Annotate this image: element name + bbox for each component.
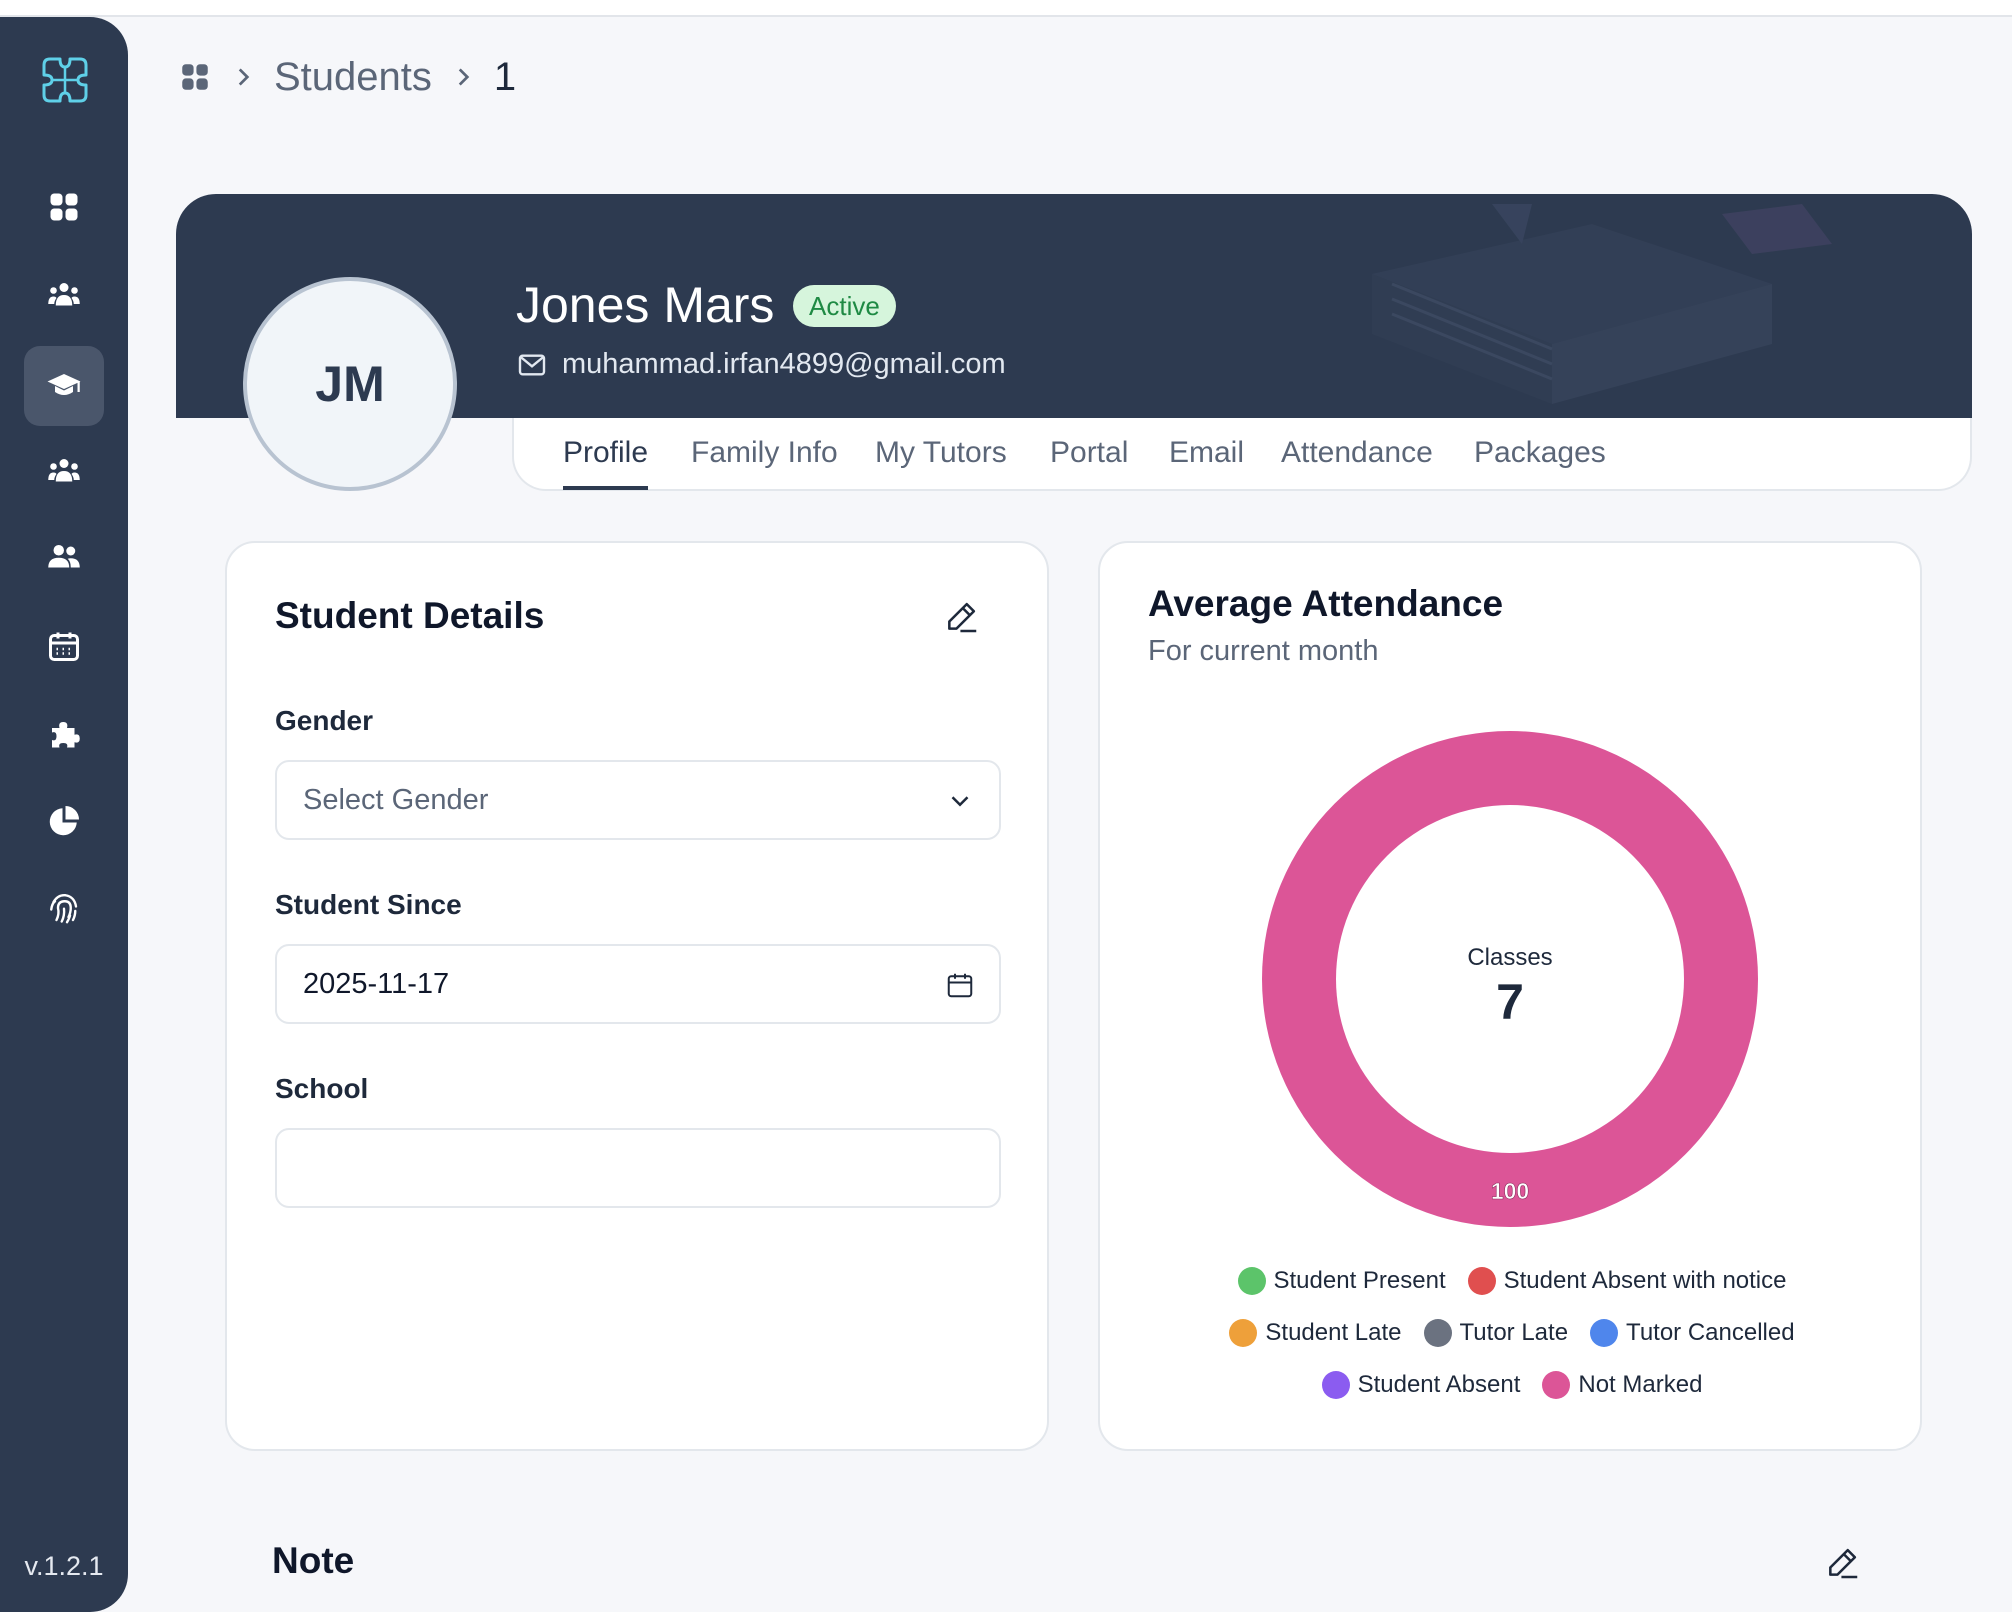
chevron-right-icon bbox=[458, 68, 470, 86]
legend-label: Student Present bbox=[1273, 1267, 1446, 1294]
edit-pencil-icon[interactable] bbox=[943, 597, 981, 635]
attendance-subtitle: For current month bbox=[1148, 635, 1379, 667]
breadcrumb-current: 1 bbox=[493, 54, 517, 99]
legend-dot bbox=[1229, 1319, 1258, 1347]
tab-portal[interactable]: Portal bbox=[1050, 436, 1129, 469]
legend-row: Student Late Tutor Late Tutor Cancelled bbox=[1100, 1319, 1924, 1347]
calendar-icon bbox=[49, 632, 79, 661]
legend-item-student-present[interactable]: Student Present bbox=[1237, 1267, 1446, 1295]
legend-dot bbox=[1542, 1371, 1571, 1399]
legend-item-student-absent[interactable]: Student Absent bbox=[1321, 1371, 1521, 1399]
legend-dot bbox=[1321, 1371, 1350, 1399]
sidebar-item-dashboard[interactable] bbox=[24, 167, 104, 247]
gender-select-value: Select Gender bbox=[303, 783, 489, 816]
attendance-card: Average Attendance For current month Cla… bbox=[1098, 541, 1922, 1451]
mail-icon bbox=[518, 353, 546, 376]
donut-hole bbox=[1336, 805, 1684, 1153]
legend-label: Student Absent with notice bbox=[1503, 1267, 1787, 1294]
student-since-date-input[interactable]: 2025-11-17 bbox=[275, 944, 1001, 1024]
legend-row: Student Present Student Absent with notic… bbox=[1100, 1267, 1924, 1295]
sidebar: v.1.2.1 bbox=[0, 17, 128, 1612]
sidebar-item-integrations[interactable] bbox=[24, 694, 104, 774]
gender-select[interactable]: Select Gender bbox=[275, 760, 1001, 840]
sidebar-item-reports[interactable] bbox=[24, 781, 104, 861]
legend-item-tutor-late[interactable]: Tutor Late bbox=[1423, 1319, 1569, 1347]
avatar-initials: JM bbox=[315, 356, 385, 412]
breadcrumb-students-link[interactable]: Students bbox=[274, 54, 432, 99]
calendar-icon[interactable] bbox=[945, 970, 975, 1000]
sidebar-item-students[interactable] bbox=[24, 346, 104, 426]
legend-dot bbox=[1467, 1267, 1496, 1295]
school-input[interactable] bbox=[275, 1128, 1001, 1208]
profile-banner bbox=[176, 194, 1972, 418]
student-name: Jones Mars bbox=[516, 277, 775, 333]
student-details-card: Student Details Gender Select Gender Stu… bbox=[225, 541, 1049, 1451]
legend-dot bbox=[1590, 1319, 1619, 1347]
sidebar-item-families[interactable] bbox=[24, 431, 104, 511]
donut-center-label: Classes bbox=[1467, 944, 1552, 971]
graduation-cap-icon bbox=[47, 374, 81, 395]
status-badge: Active bbox=[793, 285, 896, 327]
donut-data-label: 100 bbox=[1491, 1178, 1529, 1204]
student-email: muhammad.irfan4899@gmail.com bbox=[516, 348, 1006, 381]
attendance-title: Average Attendance bbox=[1148, 583, 1504, 624]
legend-item-student-late[interactable]: Student Late bbox=[1229, 1319, 1402, 1347]
users-icon bbox=[48, 545, 80, 568]
chevron-down-icon bbox=[951, 796, 969, 807]
legend-item-student-absent-with-notice[interactable]: Student Absent with notice bbox=[1467, 1267, 1787, 1295]
chevron-right-icon bbox=[238, 68, 250, 86]
email-text: muhammad.irfan4899@gmail.com bbox=[562, 348, 1006, 380]
legend-item-not-marked[interactable]: Not Marked bbox=[1542, 1371, 1702, 1399]
puzzle-icon bbox=[52, 722, 80, 748]
note-edit-pencil-icon[interactable] bbox=[1824, 1543, 1862, 1581]
tab-email[interactable]: Email bbox=[1169, 436, 1245, 469]
tab-my-tutors[interactable]: My Tutors bbox=[875, 436, 1007, 469]
grid-icon bbox=[50, 193, 78, 221]
student-since-value: 2025-11-17 bbox=[303, 967, 450, 1000]
legend-label: Tutor Late bbox=[1459, 1319, 1569, 1346]
books-illustration bbox=[1372, 204, 1832, 404]
gender-label: Gender bbox=[275, 705, 374, 736]
avatar: JM bbox=[243, 277, 457, 491]
legend-label: Student Late bbox=[1265, 1319, 1402, 1346]
sidebar-item-calendar[interactable] bbox=[24, 606, 104, 686]
attendance-donut-chart: Classes 7 100 bbox=[1262, 731, 1758, 1227]
tab-attendance[interactable]: Attendance bbox=[1281, 436, 1433, 469]
legend-label: Not Marked bbox=[1578, 1371, 1703, 1398]
note-title: Note bbox=[272, 1540, 355, 1581]
breadcrumb: Students 1 bbox=[178, 52, 516, 102]
legend-row: Student Absent Not Marked bbox=[1100, 1371, 1924, 1399]
school-label: School bbox=[275, 1073, 369, 1104]
fingerprint-icon bbox=[50, 893, 78, 924]
app-version: v.1.2.1 bbox=[24, 1551, 104, 1581]
sidebar-item-tutors[interactable] bbox=[24, 517, 104, 597]
sidebar-item-groups[interactable] bbox=[24, 255, 104, 335]
card-title: Student Details bbox=[275, 595, 545, 636]
puzzle-logo-icon[interactable] bbox=[38, 53, 92, 107]
grid-icon[interactable] bbox=[178, 60, 212, 94]
pie-chart-icon bbox=[49, 806, 79, 836]
donut-center-value: 7 bbox=[1496, 974, 1524, 1030]
legend-item-tutor-cancelled[interactable]: Tutor Cancelled bbox=[1590, 1319, 1795, 1347]
legend-dot bbox=[1423, 1319, 1452, 1347]
top-border bbox=[0, 0, 2012, 17]
tab-bar: Profile Family Info My Tutors Portal Ema… bbox=[512, 418, 1972, 491]
tab-packages[interactable]: Packages bbox=[1474, 436, 1606, 469]
legend-label: Tutor Cancelled bbox=[1626, 1319, 1795, 1346]
group-icon bbox=[48, 283, 80, 306]
tab-family-info[interactable]: Family Info bbox=[691, 436, 838, 469]
student-since-label: Student Since bbox=[275, 889, 462, 920]
sidebar-item-security[interactable] bbox=[24, 868, 104, 948]
tab-profile[interactable]: Profile bbox=[563, 436, 649, 490]
legend-dot bbox=[1237, 1267, 1266, 1295]
family-icon bbox=[48, 459, 80, 482]
legend-label: Student Absent bbox=[1357, 1371, 1521, 1398]
